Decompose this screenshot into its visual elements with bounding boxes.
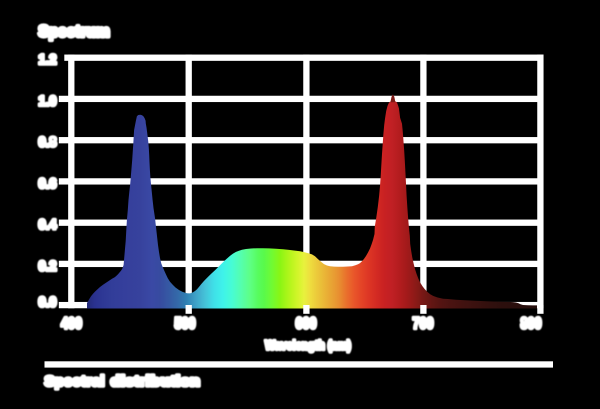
svg-text:400: 400 — [61, 316, 82, 333]
svg-text:1.2: 1.2 — [39, 51, 57, 67]
svg-text:500: 500 — [175, 316, 196, 333]
svg-text:600: 600 — [296, 316, 317, 333]
svg-text:0.8: 0.8 — [39, 134, 57, 150]
svg-text:800: 800 — [521, 316, 542, 333]
svg-text:0.2: 0.2 — [39, 257, 57, 273]
svg-text:Wavelength (nm): Wavelength (nm) — [265, 338, 351, 353]
svg-text:0.4: 0.4 — [39, 216, 57, 232]
svg-text:1.0: 1.0 — [39, 92, 57, 108]
svg-text:0.0: 0.0 — [39, 293, 57, 309]
svg-text:Spectral: Spectral — [45, 373, 105, 390]
svg-text:Spectrum: Spectrum — [39, 24, 110, 41]
svg-text:0.6: 0.6 — [39, 175, 57, 191]
svg-text:700: 700 — [413, 316, 434, 333]
svg-text:distribution: distribution — [111, 373, 201, 390]
